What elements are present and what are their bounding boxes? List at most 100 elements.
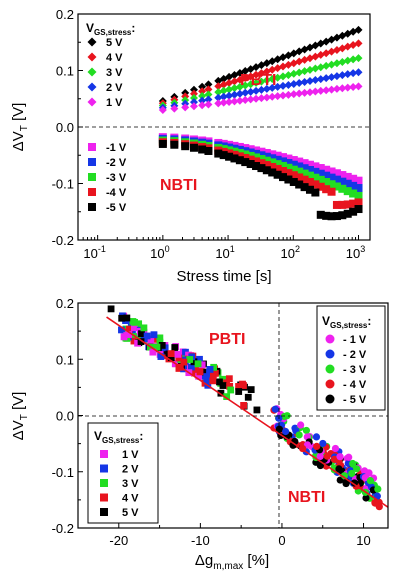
bottom-point-nbti: [295, 431, 303, 439]
top-y-tick-label: 0.0: [56, 120, 74, 135]
top-legend-title-sub: GS,stress: [94, 28, 132, 37]
top-point: [284, 80, 293, 89]
top-legend-label: 5 V: [106, 37, 123, 49]
top-legend-marker: [88, 203, 96, 211]
top-point: [262, 166, 271, 175]
top-point: [316, 164, 325, 173]
bottom-point-nbti: [302, 426, 311, 435]
top-point: [241, 153, 250, 162]
bottom-point-pbti: [194, 363, 202, 371]
top-point: [289, 156, 298, 165]
bottom-legend-pos-marker: [100, 464, 108, 473]
bottom-point-nbti: [362, 494, 370, 502]
top-point: [311, 180, 320, 189]
bottom-point-pbti: [239, 380, 246, 388]
top-point: [268, 168, 277, 177]
bottom-point-pbti: [206, 366, 214, 373]
top-point: [246, 160, 255, 169]
top-point: [214, 93, 223, 102]
top-legend-label: 1 V: [106, 97, 123, 109]
bottom-legend-neg-title-main: V: [322, 314, 330, 328]
bottom-point-pbti: [225, 375, 233, 383]
top-point: [295, 68, 304, 77]
top-point: [338, 211, 347, 220]
top-point: [354, 82, 363, 91]
bottom-x-axis-label: Δgm,max [%]: [195, 552, 269, 572]
top-y-tick-label: 0.2: [56, 7, 74, 22]
top-point: [343, 56, 352, 65]
top-point: [252, 162, 261, 171]
top-point: [273, 160, 282, 169]
top-point: [305, 160, 314, 169]
top-point: [189, 93, 198, 102]
top-point: [241, 96, 250, 105]
bottom-legend-neg-marker: [325, 394, 335, 404]
bottom-point-pbti: [157, 353, 165, 360]
top-legend-label: 3 V: [106, 67, 123, 79]
top-point: [332, 169, 341, 178]
top-point: [189, 143, 198, 152]
bottom-y-tick-label: -0.1: [52, 465, 74, 480]
top-point: [170, 104, 179, 113]
top-point: [268, 162, 277, 171]
bottom-point-nbti: [348, 469, 356, 478]
top-y-tick-label: -0.2: [52, 233, 74, 248]
top-point: [349, 174, 358, 183]
top-point: [305, 177, 314, 186]
top-point: [295, 173, 304, 182]
bottom-ticks: -20 -10 0 10 -0.2 -0.1 0.0 0.1 0.2: [52, 296, 371, 548]
bottom-point-pbti: [203, 376, 211, 384]
bottom-point-pbti: [137, 338, 145, 346]
bottom-point-pbti: [140, 324, 148, 332]
bottom-point-pbti: [209, 377, 217, 385]
top-point: [284, 159, 293, 168]
top-legend-label: -2 V: [106, 157, 127, 169]
top-point: [268, 75, 277, 84]
top-point: [279, 91, 288, 100]
top-point: [354, 184, 363, 193]
top-y-tick-label: 0.1: [56, 64, 74, 79]
top-point: [273, 155, 282, 164]
top-x-tick-label: 103: [346, 244, 365, 261]
top-y-tick-label: -0.1: [52, 177, 74, 192]
bottom-point-nbti: [316, 461, 324, 470]
top-point: [230, 154, 239, 163]
top-point: [170, 140, 179, 149]
top-point: [279, 81, 288, 90]
bottom-point-nbti: [319, 439, 327, 448]
bottom-x-label-sub: m,max: [213, 561, 243, 572]
top-point: [225, 152, 234, 161]
top-point: [349, 181, 358, 190]
top-point: [204, 100, 213, 109]
bottom-x-tick-label: 0: [278, 533, 285, 548]
top-point: [322, 178, 331, 187]
top-legend-title: VGS,stress:: [86, 21, 135, 37]
bottom-point-pbti: [247, 386, 255, 393]
top-point: [354, 198, 363, 207]
top-point: [268, 83, 277, 92]
top-point: [268, 154, 277, 163]
top-point: [343, 83, 352, 92]
bottom-point-pbti: [217, 389, 225, 397]
top-point: [295, 167, 304, 176]
bottom-point-pbti: [216, 378, 223, 386]
top-point: [257, 155, 266, 164]
bottom-point-nbti: [353, 465, 361, 473]
bottom-legend-pos-label: 5 V: [122, 507, 139, 519]
bottom-legend-pos-label: 4 V: [122, 493, 139, 505]
top-point: [189, 89, 198, 98]
bottom-x-tick-label: -10: [191, 533, 210, 548]
top-point: [289, 171, 298, 180]
bottom-chart: -20 -10 0 10 -0.2 -0.1 0.0 0.1 0.2 PBTI NBTI Δgm…: [10, 296, 389, 572]
top-point: [338, 171, 347, 180]
top-point: [354, 25, 363, 34]
bottom-legend-neg-marker: [325, 349, 335, 359]
bottom-point-pbti: [186, 356, 194, 363]
top-point: [349, 82, 358, 91]
top-legend-marker: [87, 37, 97, 47]
top-point: [354, 54, 363, 63]
top-point: [246, 80, 255, 89]
top-legend-title-suffix: :: [131, 21, 135, 35]
top-point: [332, 72, 341, 81]
bottom-x-label-main: Δg: [195, 552, 213, 569]
